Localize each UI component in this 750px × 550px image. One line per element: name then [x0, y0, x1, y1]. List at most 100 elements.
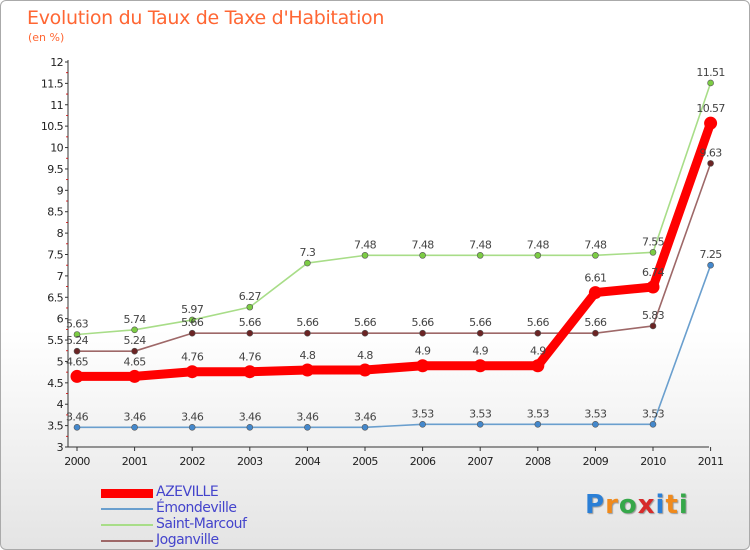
legend-swatch: [101, 508, 153, 510]
data-point-joganville: [73, 347, 81, 355]
y-tick-label: 7: [57, 270, 64, 283]
data-point-saint-marcouf: [476, 252, 484, 259]
data-label-saint-marcouf: 7.48: [584, 238, 607, 251]
data-point-emondeville: [476, 421, 484, 428]
data-point-emondeville: [419, 421, 426, 428]
legend-swatch: [101, 540, 153, 542]
data-point-saint-marcouf: [304, 259, 311, 267]
data-label-joganville: 5.66: [412, 316, 435, 329]
data-label-saint-marcouf: 5.63: [66, 317, 89, 330]
data-label-emondeville: 3.46: [66, 410, 89, 423]
data-point-azeville: [588, 286, 602, 300]
y-tick-label: 9: [57, 184, 64, 197]
data-label-emondeville: 3.46: [296, 410, 319, 423]
data-label-saint-marcouf: 7.3: [300, 246, 316, 259]
data-label-azeville: 10.57: [696, 102, 725, 115]
data-label-azeville: 4.9: [472, 345, 488, 358]
y-tick-label: 12: [50, 56, 63, 69]
data-point-joganville: [476, 329, 484, 337]
data-label-azeville: 6.74: [642, 266, 665, 279]
data-point-azeville: [300, 363, 314, 377]
data-point-saint-marcouf: [188, 316, 196, 324]
data-label-azeville: 4.8: [300, 349, 316, 362]
x-tick-label: 2002: [179, 455, 205, 468]
legend-label: Joganville: [156, 532, 219, 548]
data-point-joganville: [419, 329, 426, 337]
y-tick-label: 3.5: [47, 420, 63, 433]
data-label-emondeville: 3.46: [181, 410, 204, 423]
data-point-emondeville: [534, 421, 542, 428]
data-label-saint-marcouf: 5.74: [124, 313, 147, 326]
proxiti-logo: Proxiti: [585, 490, 689, 520]
data-label-azeville: 4.76: [181, 351, 204, 364]
data-point-joganville: [649, 322, 657, 330]
data-point-azeville: [646, 280, 660, 294]
chart-subtitle: (en %): [28, 31, 65, 44]
data-label-saint-marcouf: 5.97: [181, 303, 204, 316]
data-point-joganville: [246, 329, 254, 337]
data-point-azeville: [416, 359, 430, 373]
data-point-emondeville: [707, 261, 714, 269]
data-point-azeville: [128, 369, 142, 383]
data-label-azeville: 4.76: [239, 351, 262, 364]
data-label-saint-marcouf: 7.48: [527, 238, 550, 251]
data-point-azeville: [473, 359, 487, 373]
x-tick-label: 2000: [64, 455, 90, 468]
data-point-saint-marcouf: [592, 252, 599, 259]
data-label-azeville: 4.9: [530, 345, 546, 358]
data-point-joganville: [534, 329, 542, 337]
data-point-emondeville: [304, 424, 311, 431]
data-point-joganville: [304, 329, 311, 337]
data-label-joganville: 5.66: [584, 316, 607, 329]
data-label-joganville: 5.66: [527, 316, 550, 329]
data-label-saint-marcouf: 7.55: [642, 235, 665, 248]
data-label-azeville: 4.9: [415, 345, 431, 358]
legend-label: Émondeville: [156, 500, 237, 516]
data-label-emondeville: 3.53: [469, 407, 492, 420]
x-tick-label: 2011: [698, 455, 724, 468]
data-point-saint-marcouf: [73, 331, 81, 338]
y-tick-label: 5: [57, 355, 64, 368]
y-tick-label: 11.5: [41, 77, 64, 90]
y-tick-label: 4: [57, 398, 64, 411]
series-line-emondeville: [76, 264, 712, 429]
x-tick-label: 2005: [352, 455, 378, 468]
y-tick-label: 6.5: [47, 291, 63, 304]
data-label-joganville: 5.66: [181, 316, 204, 329]
data-label-emondeville: 3.53: [412, 407, 435, 420]
data-label-joganville: 5.66: [469, 316, 492, 329]
y-tick-label: 10: [50, 142, 63, 155]
data-point-emondeville: [246, 424, 254, 431]
series-line-azeville: [72, 118, 716, 381]
data-label-azeville: 4.65: [66, 355, 89, 368]
x-tick-label: 2001: [122, 455, 148, 468]
x-tick-label: 2003: [237, 455, 263, 468]
data-point-azeville: [531, 359, 545, 373]
data-point-emondeville: [131, 424, 138, 431]
data-label-azeville: 6.61: [584, 272, 606, 285]
data-label-emondeville: 3.53: [584, 407, 607, 420]
data-label-emondeville: 3.46: [239, 410, 262, 423]
series-line-saint-marcouf: [76, 82, 712, 336]
data-label-azeville: 4.8: [357, 349, 373, 362]
data-point-joganville: [592, 329, 599, 337]
data-label-joganville: 5.24: [66, 334, 89, 347]
data-label-joganville: 5.66: [296, 316, 319, 329]
legend-label: AZEVILLE: [156, 484, 219, 500]
data-label-emondeville: 3.53: [642, 407, 665, 420]
data-label-joganville: 5.66: [239, 316, 262, 329]
y-tick-label: 7.5: [47, 249, 63, 262]
data-point-emondeville: [592, 421, 599, 428]
y-tick-label: 9.5: [47, 163, 63, 176]
data-label-joganville: 5.24: [124, 334, 147, 347]
data-point-joganville: [361, 329, 369, 337]
data-point-saint-marcouf: [131, 326, 138, 334]
data-label-emondeville: 7.25: [700, 248, 723, 261]
x-tick-label: 2006: [410, 455, 436, 468]
x-tick-label: 2004: [295, 455, 321, 468]
y-tick-label: 6: [57, 313, 64, 326]
data-label-saint-marcouf: 11.51: [696, 66, 725, 79]
data-point-emondeville: [649, 421, 657, 428]
